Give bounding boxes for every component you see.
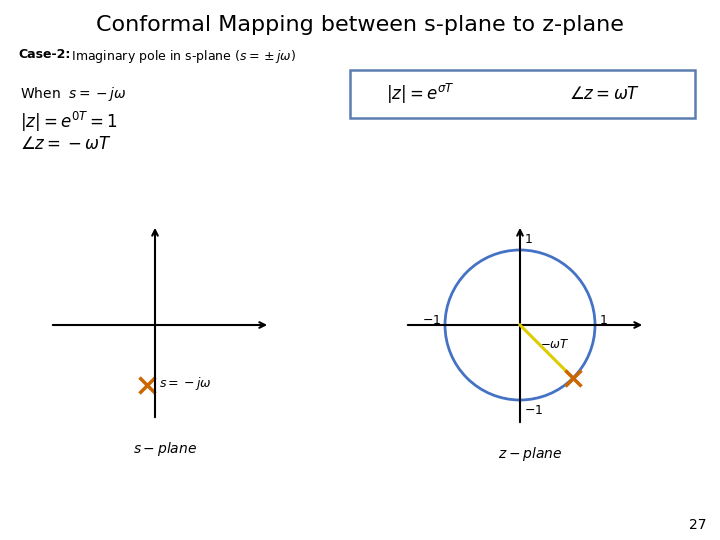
Text: $s - plane$: $s - plane$: [133, 440, 197, 458]
Text: $s = -j\omega$: $s = -j\omega$: [159, 375, 212, 392]
Text: Case-2:: Case-2:: [18, 48, 71, 61]
Text: Imaginary pole in s-plane $(s = \pm j\omega)$: Imaginary pole in s-plane $(s = \pm j\om…: [68, 48, 296, 65]
Text: When  $s = -j\omega$: When $s = -j\omega$: [20, 85, 127, 103]
Text: $|z| = e^{0T} = 1$: $|z| = e^{0T} = 1$: [20, 110, 118, 134]
Text: $-1$: $-1$: [524, 404, 543, 417]
Text: $z - plane$: $z - plane$: [498, 445, 562, 463]
Text: $1$: $1$: [524, 233, 533, 246]
Text: $|z| = e^{\sigma T}$: $|z| = e^{\sigma T}$: [386, 82, 454, 106]
Text: $-\omega T$: $-\omega T$: [540, 338, 570, 351]
Text: Conformal Mapping between s-plane to z-plane: Conformal Mapping between s-plane to z-p…: [96, 15, 624, 35]
Text: $1$: $1$: [599, 314, 608, 327]
Text: 27: 27: [688, 518, 706, 532]
Text: $\angle z = -\omega T$: $\angle z = -\omega T$: [20, 135, 112, 153]
Text: $-1$: $-1$: [422, 314, 441, 327]
Bar: [350, 70, 695, 118]
Text: $\angle z = \omega T$: $\angle z = \omega T$: [570, 85, 641, 103]
